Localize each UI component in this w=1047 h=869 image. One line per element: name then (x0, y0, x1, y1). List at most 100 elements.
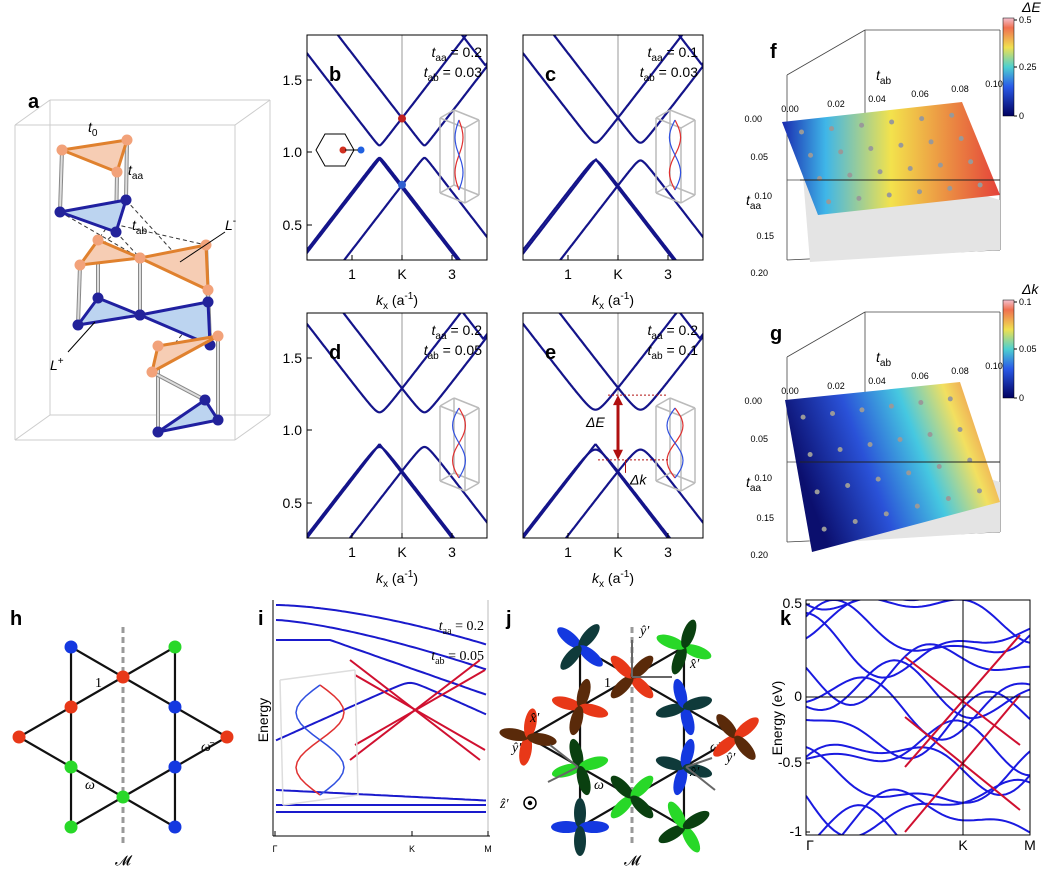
orbital-lobe (681, 619, 697, 649)
colorbar-tick-label: 0 (1019, 393, 1024, 403)
arrowhead (613, 395, 623, 406)
sample-point (914, 503, 920, 509)
x-tick-label: K (958, 837, 968, 853)
text-part: -1 (620, 291, 629, 302)
y-tick-label: -0.5 (778, 754, 802, 770)
orbital-lobe (576, 678, 591, 709)
x-tick-label: 0.10 (985, 361, 1003, 371)
x-tick-label: Γ (273, 844, 278, 854)
inset-edge (655, 109, 671, 119)
text-part: 0 (92, 128, 98, 139)
lattice-triangle (173, 705, 230, 769)
sample-point (889, 119, 895, 125)
text-part: aa (443, 626, 452, 637)
x-axis-label: kx (a-1) (376, 291, 418, 312)
inset-edge (439, 184, 455, 194)
sample-point (947, 185, 953, 191)
x-tick-label: 3 (664, 266, 672, 282)
text-part: ab (435, 656, 445, 667)
axis-label: x̂′ (689, 765, 700, 780)
site-label: ω (85, 778, 95, 793)
site-label: 1 (604, 676, 611, 691)
site (12, 730, 26, 744)
y-tick-label: 0.10 (754, 191, 772, 201)
orbital-lobe (655, 756, 686, 771)
param: taa = 0.1 (647, 44, 698, 64)
inset-edge (669, 397, 696, 409)
text-part: (a (604, 292, 621, 308)
axis-label: ẑ′ (499, 797, 509, 812)
site (152, 340, 164, 352)
dirac-point (398, 180, 406, 189)
site (120, 194, 132, 206)
text-part: t (424, 64, 429, 80)
orbital-lobe (681, 825, 701, 853)
annotation: Δk (629, 471, 647, 487)
y-axis-label: taa (746, 474, 761, 494)
text-part: k (592, 570, 600, 586)
orbital-lobe (524, 708, 537, 739)
colorbar-title: Δk (1021, 281, 1039, 297)
sample-point (852, 519, 858, 524)
site (54, 206, 66, 218)
text-part: t (424, 342, 429, 358)
text-part: ab (428, 351, 440, 362)
text-part: t (88, 119, 93, 135)
text-part: aa (651, 331, 663, 342)
x-tick-label: 0.00 (781, 104, 799, 114)
inset-edge (655, 117, 682, 129)
panel-label: i (258, 608, 264, 630)
text-part: -1 (620, 569, 629, 580)
y-tick-label: 0.05 (750, 152, 768, 162)
label: L+ (50, 356, 64, 373)
inset-edge (354, 669, 359, 796)
x-tick-label: K (613, 266, 623, 282)
site (212, 414, 224, 426)
site (110, 226, 122, 238)
inset-edge (669, 184, 696, 196)
band (275, 619, 487, 671)
sample-point (800, 414, 806, 420)
x-tick-label: 1 (348, 544, 356, 560)
x-tick-label: 0.02 (827, 381, 845, 391)
inset-edge (464, 482, 480, 492)
sample-point (907, 165, 913, 171)
sample-point (826, 199, 832, 205)
orbital-lobe (557, 627, 582, 649)
x-axis-label: tab (876, 67, 891, 87)
y-tick-label: 0.20 (750, 268, 768, 278)
sample-point (814, 489, 820, 495)
x-axis-label: kx (a-1) (376, 569, 418, 590)
sample-point (830, 411, 836, 416)
text-part: = 0.03 (439, 64, 482, 80)
sample-point (821, 526, 827, 532)
inset-edge (279, 669, 356, 681)
param: tab = 0.03 (640, 64, 699, 84)
orbital-lobe (576, 765, 591, 796)
band (523, 443, 670, 538)
sample-point (977, 182, 983, 188)
site (168, 640, 182, 654)
orbital-lobe (682, 810, 710, 830)
text-part: ab (880, 358, 892, 369)
box-edge (234, 99, 271, 126)
sample-point (808, 152, 814, 158)
inset-edge (655, 480, 682, 492)
band (307, 443, 454, 538)
x-tick-label: 1 (564, 266, 572, 282)
band (806, 600, 923, 611)
orbital-lobe (551, 696, 582, 711)
inset-edge (282, 794, 359, 806)
text-part: ) (629, 292, 634, 308)
text-part: ab (428, 73, 440, 84)
colorbar-tick-label: 0.1 (1019, 297, 1032, 307)
x-tick-label: 1 (564, 544, 572, 560)
inset-edge (680, 482, 696, 492)
text-part: aa (651, 53, 663, 64)
band-crossing (354, 669, 486, 746)
text-part: t (431, 322, 436, 338)
triangle (138, 300, 212, 347)
lattice-triangle (578, 645, 635, 709)
sample-point (927, 432, 933, 437)
sample-point (845, 483, 851, 488)
